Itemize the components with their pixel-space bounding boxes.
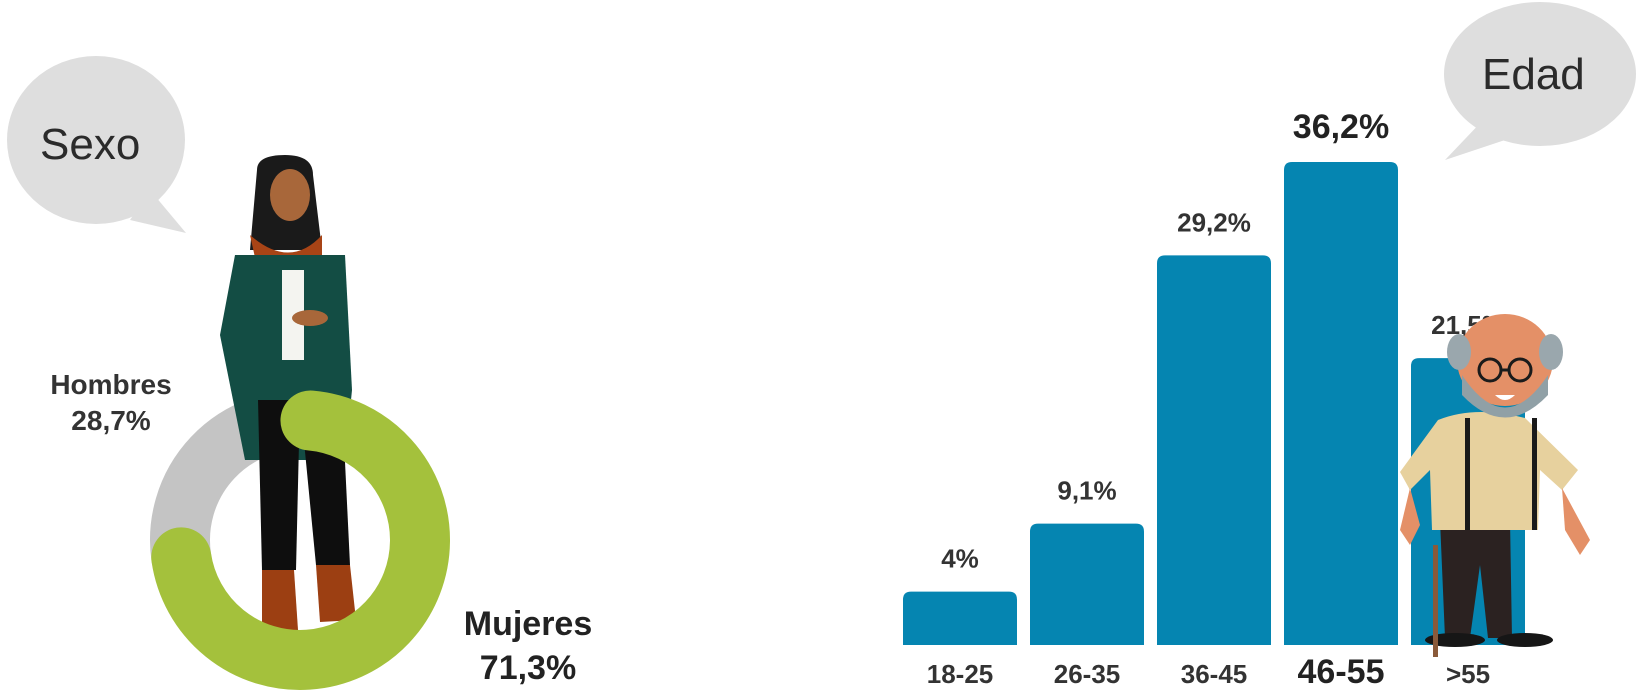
mujeres-value: 71,3% bbox=[479, 649, 577, 687]
donut-segment-mujeres bbox=[151, 390, 450, 690]
old-man-figure bbox=[1400, 314, 1590, 657]
category-tick-label: 18-25 bbox=[927, 659, 994, 689]
bar-value-label: 9,1% bbox=[1057, 476, 1116, 506]
category-tick-label: 26-35 bbox=[1054, 659, 1121, 689]
bar-value-label: 4% bbox=[941, 544, 979, 574]
category-tick-label: 36-45 bbox=[1181, 659, 1248, 689]
category-tick-label: 46-55 bbox=[1298, 653, 1385, 691]
bar-46-55 bbox=[1284, 162, 1398, 645]
bar-26-35 bbox=[1030, 523, 1144, 645]
bar-18-25 bbox=[903, 591, 1017, 645]
hombres-label: Hombres 28,7% bbox=[26, 367, 196, 439]
bar-value-label: 36,2% bbox=[1293, 108, 1389, 146]
bar-value-label: 29,2% bbox=[1177, 207, 1251, 237]
mujeres-name: Mujeres bbox=[463, 605, 593, 643]
edad-title: Edad bbox=[1482, 50, 1585, 99]
mujeres-label: Mujeres 71,3% bbox=[448, 602, 608, 690]
bar-36-45 bbox=[1157, 255, 1271, 645]
edad-speech-bubble bbox=[1444, 2, 1636, 160]
sexo-speech-bubble bbox=[7, 56, 186, 233]
sexo-title: Sexo bbox=[40, 120, 141, 169]
hombres-value: 28,7% bbox=[71, 405, 151, 436]
category-tick-label: >55 bbox=[1446, 659, 1490, 689]
hombres-name: Hombres bbox=[50, 369, 172, 400]
